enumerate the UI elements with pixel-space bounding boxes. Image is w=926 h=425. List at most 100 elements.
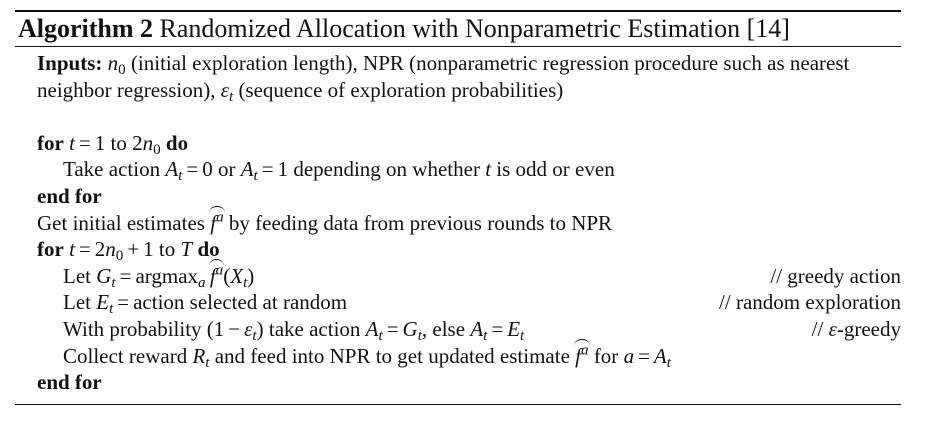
- greedy-line: Let Gt = argmaxa fa(Xt) // greedy action: [15, 258, 901, 291]
- prob-G-sub: t: [417, 328, 422, 345]
- loop1-for-keyword: for: [37, 130, 64, 155]
- loop2-plus: +: [127, 237, 140, 262]
- action-val-0: 0: [202, 157, 213, 182]
- depending-text: depending on whether: [293, 157, 486, 182]
- X-sub: t: [243, 274, 248, 291]
- loop2-start-coef: 2: [94, 237, 106, 262]
- loop2-do-keyword: do: [197, 237, 220, 262]
- loop1-eq: =: [78, 130, 91, 155]
- random-text: action selected at random: [133, 290, 348, 315]
- top-rule: [15, 10, 901, 12]
- E-symbol: E: [96, 290, 110, 315]
- prob-G: G: [402, 316, 418, 341]
- loop1-to: to: [110, 130, 127, 155]
- E-sub: t: [109, 301, 114, 318]
- comment-eps-text: -greedy: [836, 316, 901, 341]
- loop2-header: for t = 2n0 +1 to T do: [15, 236, 901, 265]
- loop2-end-keyword: end for: [37, 370, 102, 395]
- loop2-for-keyword: for: [37, 237, 64, 262]
- loop1-header: for t = 1 to 2n0 do: [15, 130, 901, 158]
- inputs-keyword: Inputs:: [37, 51, 103, 75]
- comment-greedy: // greedy action: [770, 263, 901, 288]
- action-A-sub: t: [178, 168, 183, 185]
- prob-minus: −: [228, 316, 241, 341]
- blank-line: [15, 103, 901, 130]
- action-A-2: A: [240, 157, 254, 182]
- n0-subscript: 0: [118, 62, 126, 79]
- inputs-line-2: neighbor regression), εt (sequence of ex…: [15, 77, 901, 105]
- R-symbol: R: [192, 343, 206, 368]
- loop2-var: t: [69, 237, 75, 262]
- eps-symbol: ε: [220, 77, 229, 102]
- comment-eps-symbol: ε: [828, 316, 837, 341]
- loop2-end: end for: [15, 369, 901, 396]
- algorithm-body: Inputs: n0 (initial exploration length),…: [15, 47, 901, 396]
- collect-A: A: [653, 343, 667, 368]
- loop1-end: end for: [15, 183, 901, 210]
- greedy-f-sup: a: [215, 262, 224, 279]
- algorithm-caption: Algorithm 2 Randomized Allocation with N…: [15, 12, 901, 46]
- collect-text-c: for: [588, 343, 624, 368]
- prob-E: E: [507, 316, 521, 341]
- loop2-n-sub: 0: [115, 248, 124, 265]
- collect-line: Collect reward Rt and feed into NPR to g…: [15, 338, 901, 370]
- comment-eps-greedy: // ε-greedy: [812, 316, 901, 343]
- loop1-do-keyword: do: [165, 130, 189, 155]
- prob-text-a: With probability (1: [63, 316, 225, 341]
- algorithm-title: Randomized Allocation with Nonparametric…: [159, 14, 790, 43]
- collect-f-sup: a: [581, 342, 589, 359]
- greedy-eq: =: [119, 263, 132, 288]
- initial-f-sup: a: [216, 209, 224, 226]
- let-g-text: Let: [63, 263, 97, 288]
- inputs-line-1: Inputs: n0 (initial exploration length),…: [15, 50, 901, 79]
- loop1-start: 1: [94, 130, 106, 155]
- initial-f-hat: fa: [209, 205, 226, 237]
- greedy-f-symbol: f: [209, 263, 216, 288]
- prob-eps: ε: [244, 316, 253, 341]
- prob-eq-2: =: [491, 316, 504, 341]
- greedy-f-hat: fa: [208, 258, 225, 290]
- action-or: or: [217, 157, 236, 182]
- loop2-to: to: [158, 237, 176, 262]
- action-A: A: [165, 157, 179, 182]
- prob-eps-sub: t: [252, 328, 257, 345]
- prob-A-sub: t: [378, 328, 383, 345]
- loop2-T: T: [180, 237, 193, 262]
- G-symbol: G: [96, 263, 112, 288]
- prob-eq-1: =: [386, 316, 399, 341]
- let-e-text: Let: [63, 290, 97, 315]
- prob-A-2: A: [470, 316, 484, 341]
- loop1-n-sub: 0: [153, 142, 161, 158]
- greedy-paren-open: (: [223, 263, 231, 288]
- caption-rule: [15, 46, 901, 47]
- initial-text-a: Get initial estimates: [37, 210, 211, 235]
- take-action-text: Take action: [63, 157, 166, 182]
- argmax-text: argmax: [135, 263, 199, 288]
- algorithm-label: Algorithm 2: [18, 14, 154, 43]
- greedy-paren-close: ): [247, 263, 255, 288]
- initial-text-b: by feeding data from previous rounds to …: [223, 210, 613, 235]
- collect-text-b: and feed into NPR to get updated estimat…: [209, 343, 576, 368]
- bottom-rule: [15, 403, 901, 405]
- odd-even-text: is odd or even: [491, 157, 615, 182]
- initial-estimates-line: Get initial estimates fa by feeding data…: [15, 205, 901, 237]
- prob-E-sub: t: [520, 328, 525, 345]
- n0-description: (initial exploration length), NPR (nonpa…: [125, 51, 850, 75]
- argmax-sub: a: [198, 274, 206, 291]
- comment-random: // random exploration: [719, 290, 901, 315]
- random-line: Let Et = action selected at random // rand…: [15, 289, 901, 318]
- loop1-n: n: [142, 130, 154, 155]
- action-eq-1: =: [186, 157, 199, 182]
- collect-f-symbol: f: [575, 343, 581, 368]
- prob-A-2-sub: t: [483, 328, 488, 345]
- loop1-var: t: [69, 130, 75, 155]
- prob-text-b: ) take action: [256, 316, 366, 341]
- algorithm-box: Algorithm 2 Randomized Allocation with N…: [15, 10, 901, 405]
- inputs-line2-a: neighbor regression),: [37, 77, 221, 102]
- loop2-one: 1: [143, 237, 154, 262]
- action-val-1: 1: [277, 157, 289, 182]
- inputs-line2-b: (sequence of exploration probabilities): [233, 77, 564, 102]
- eps-subscript: t: [228, 88, 234, 105]
- random-eq: =: [117, 290, 130, 315]
- loop1-body: Take action At = 0 or At = 1 depending on wh…: [15, 156, 901, 185]
